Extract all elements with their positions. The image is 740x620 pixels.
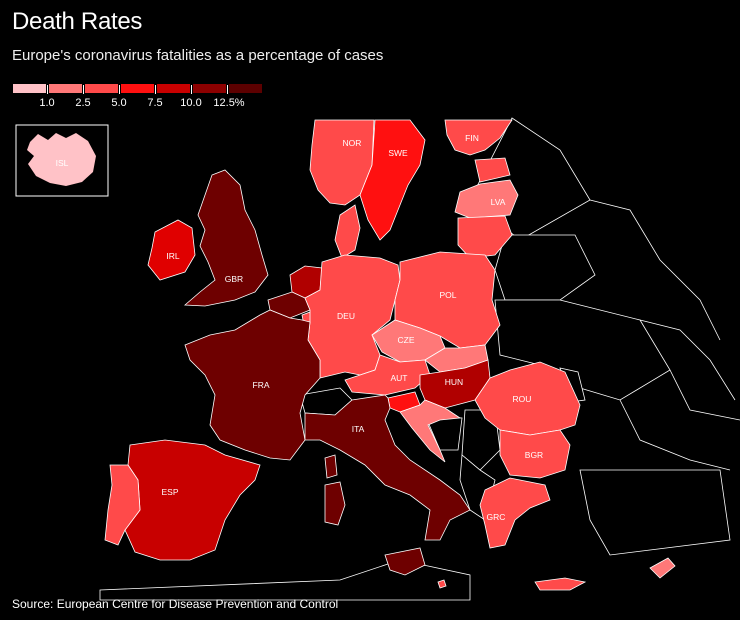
label-ITA: ITA <box>352 424 365 434</box>
legend-tick <box>191 85 192 94</box>
country-ROU[interactable] <box>474 361 581 436</box>
country-ISL[interactable] <box>27 133 96 186</box>
page-title: Death Rates <box>12 8 143 35</box>
legend-tick <box>47 85 48 94</box>
island-COR[interactable] <box>324 454 338 479</box>
country-EST[interactable] <box>474 157 511 183</box>
country-TUR <box>579 469 731 556</box>
country-IRL[interactable] <box>147 219 196 281</box>
country-NOR[interactable] <box>309 119 375 206</box>
country-LTU[interactable] <box>457 215 513 259</box>
label-POL: POL <box>439 290 456 300</box>
country-GBR[interactable] <box>183 169 269 307</box>
country-BGR[interactable] <box>499 429 571 479</box>
label-NOR: NOR <box>343 138 362 148</box>
country-BLR <box>494 234 596 301</box>
label-ROU: ROU <box>513 394 532 404</box>
page-subtitle: Europe's coronavirus fatalities as a per… <box>12 47 384 64</box>
legend-label-7.5: 7.5 <box>147 97 163 109</box>
label-CZE: CZE <box>398 335 415 345</box>
label-GRC: GRC <box>487 512 506 522</box>
legend-label-5.0: 5.0 <box>111 97 127 109</box>
label-BGR: BGR <box>525 450 543 460</box>
legend-swatch-6 <box>228 83 263 94</box>
legend-swatch-1 <box>48 83 83 94</box>
legend-label-1.0: 1.0 <box>39 97 55 109</box>
label-HUN: HUN <box>445 377 463 387</box>
country-SWE[interactable] <box>359 119 426 241</box>
legend-swatch-3 <box>120 83 155 94</box>
label-LVA: LVA <box>491 197 506 207</box>
country-MLT[interactable] <box>437 579 447 589</box>
label-IRL: IRL <box>166 251 180 261</box>
legend-tick <box>119 85 120 94</box>
legend-swatch-4 <box>156 83 191 94</box>
country-HRV[interactable] <box>399 399 462 463</box>
legend-label-12.5: 12.5% <box>213 97 245 109</box>
country-GRC[interactable] <box>479 477 551 549</box>
label-FIN: FIN <box>465 133 479 143</box>
legend-tick <box>155 85 156 94</box>
country-DNK[interactable] <box>334 204 361 259</box>
source-note: Source: European Centre for Disease Prev… <box>12 597 339 611</box>
label-ESP: ESP <box>161 487 178 497</box>
island-SAR[interactable] <box>324 481 346 526</box>
legend-label-2.5: 2.5 <box>75 97 91 109</box>
label-FRA: FRA <box>253 380 270 390</box>
legend-tick <box>83 85 84 94</box>
country-LVA[interactable] <box>454 179 519 219</box>
island-SIC[interactable] <box>384 547 426 576</box>
country-AUT[interactable] <box>344 354 431 396</box>
non-eu-borders <box>99 117 731 601</box>
country-NAF <box>99 559 471 601</box>
legend-tick <box>227 85 228 94</box>
countries-layer <box>104 119 676 591</box>
legend-label-10.0: 10.0 <box>180 97 202 109</box>
country-ESP[interactable] <box>124 439 261 561</box>
color-legend: 1.0 2.5 5.0 7.5 10.0 12.5% <box>12 83 264 113</box>
country-labels: NOR SWE FIN LVA IRL GBR DEU POL CZE AUT … <box>161 133 543 522</box>
legend-swatch-5 <box>192 83 227 94</box>
country-FIN[interactable] <box>444 119 513 156</box>
label-GBR: GBR <box>225 274 243 284</box>
extra-border-lines <box>589 199 740 471</box>
label-DEU: DEU <box>337 311 355 321</box>
island-CRE[interactable] <box>534 577 587 591</box>
legend-swatch-0 <box>12 83 47 94</box>
label-SWE: SWE <box>388 148 408 158</box>
label-AUT: AUT <box>391 373 408 383</box>
country-PRT[interactable] <box>104 464 141 546</box>
label-ISL: ISL <box>56 158 69 168</box>
country-ITA[interactable] <box>304 394 471 541</box>
country-CYP[interactable] <box>649 557 676 579</box>
legend-swatch-2 <box>84 83 119 94</box>
country-FRA[interactable] <box>184 309 321 461</box>
